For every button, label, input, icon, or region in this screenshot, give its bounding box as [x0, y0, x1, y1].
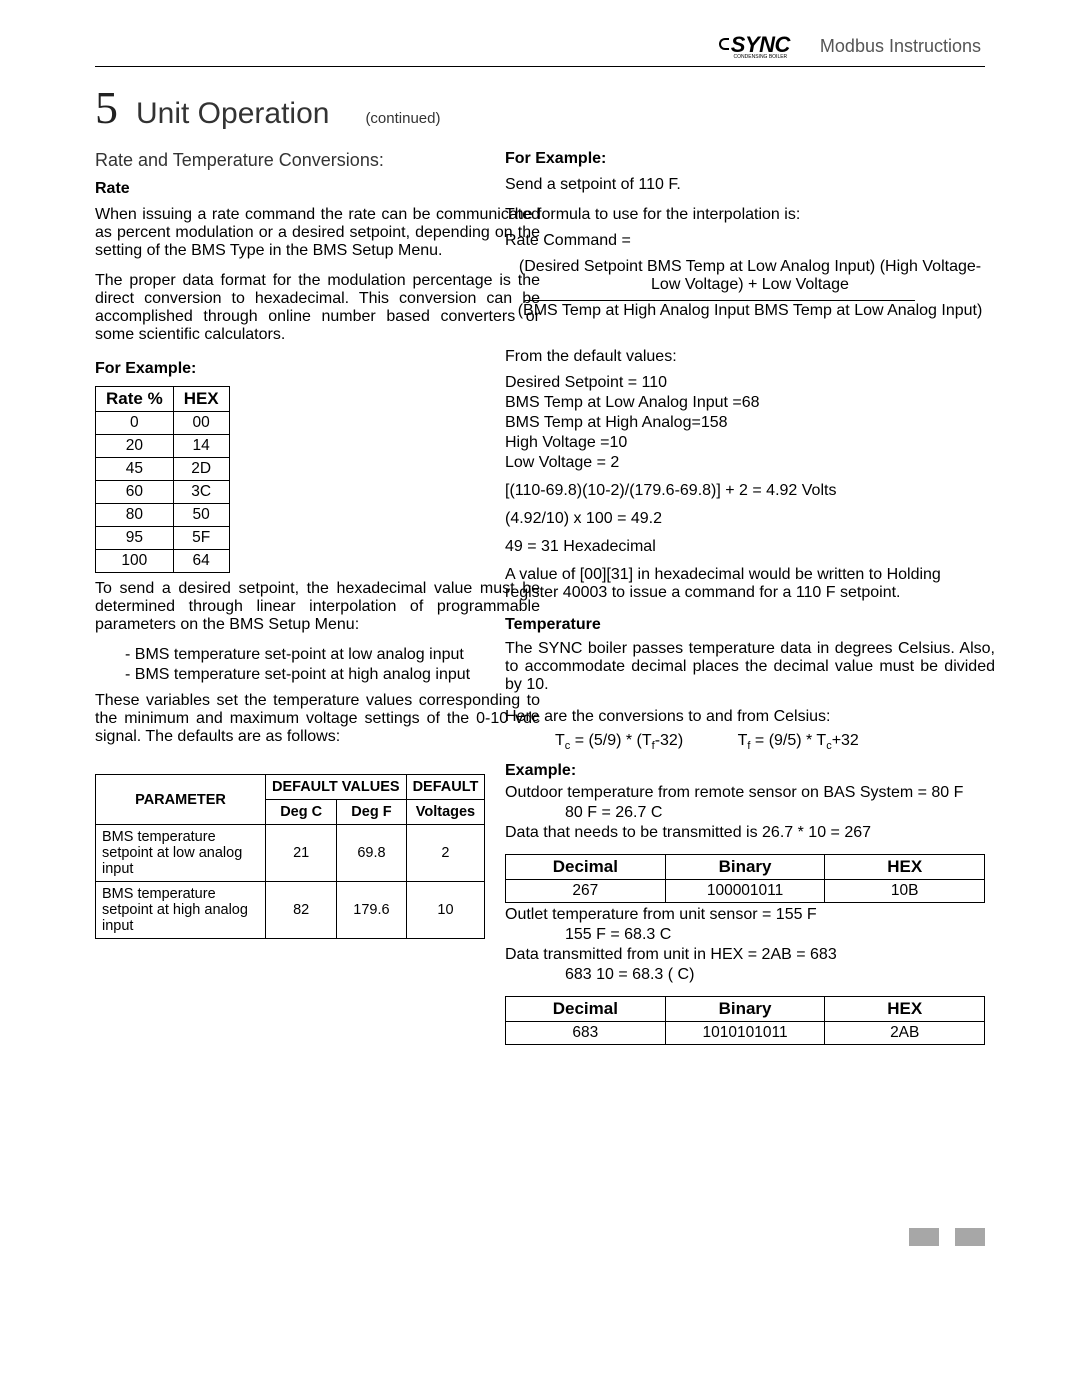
table-header: PARAMETER: [96, 775, 266, 825]
list-item-1: - BMS temperature set-point at low analo…: [125, 646, 565, 664]
rate-para-1: When issuing a rate command the rate can…: [95, 206, 540, 260]
table-header: Decimal: [506, 855, 666, 880]
table-header: Binary: [665, 997, 825, 1022]
temp-para-2: Here are the conversions to and from Cel…: [505, 708, 995, 726]
table-cell: 179.6: [337, 882, 406, 939]
table-header: Binary: [665, 855, 825, 880]
header: SYNC CONDENSING BOILER Modbus Instructio…: [95, 30, 985, 67]
equation-2: Tf = (9/5) * Tc+32: [738, 732, 859, 749]
logo-subtext: CONDENSING BOILER: [731, 54, 790, 60]
table-cell: 20: [96, 435, 174, 458]
example-heading-2: For Example:: [505, 150, 606, 168]
example-line: Data that needs to be transmitted is 26.…: [505, 824, 995, 842]
rate-command-label: Rate Command =: [505, 232, 631, 250]
table-header: Rate %: [96, 387, 174, 412]
example-line: 80 F = 26.7 C: [565, 804, 662, 822]
list-item-2: - BMS temperature set-point at high anal…: [125, 666, 565, 684]
decimal-binary-hex-table-1: Decimal Binary HEX 267 100001011 10B: [505, 854, 985, 903]
table-cell: 60: [96, 481, 174, 504]
footer: [909, 1228, 985, 1246]
table-cell: 5F: [173, 527, 229, 550]
table-cell: 82: [266, 882, 337, 939]
table-cell: 1010101011: [665, 1022, 825, 1045]
section-number: 5: [95, 81, 118, 134]
table-cell: 80: [96, 504, 174, 527]
table-cell: 2: [406, 825, 485, 882]
table-header: DEFAULT VALUES: [266, 775, 407, 800]
default-line: Desired Setpoint = 110: [505, 374, 667, 392]
section-title: 5 Unit Operation (continued): [95, 81, 985, 134]
table-cell: 50: [173, 504, 229, 527]
temp-para-1: The SYNC boiler passes temperature data …: [505, 640, 995, 694]
example-line: 155 F = 68.3 C: [565, 926, 671, 944]
rate-heading: Rate: [95, 180, 130, 198]
calc-line-3: 49 = 31 Hexadecimal: [505, 538, 656, 556]
table-cell: 10: [406, 882, 485, 939]
table-cell: 0: [96, 412, 174, 435]
send-setpoint: Send a setpoint of 110 F.: [505, 176, 925, 194]
formula-divider: [525, 300, 915, 301]
table-cell: 69.8: [337, 825, 406, 882]
example-line: Outdoor temperature from remote sensor o…: [505, 784, 995, 802]
footer-box-icon: [955, 1228, 985, 1246]
table-cell: 100: [96, 550, 174, 573]
table-cell: 3C: [173, 481, 229, 504]
table-cell: 95: [96, 527, 174, 550]
table-header: HEX: [825, 855, 985, 880]
table-header: HEX: [825, 997, 985, 1022]
formula-intro: The formula to use for the interpolation…: [505, 206, 925, 224]
table-cell: 2D: [173, 458, 229, 481]
default-line: BMS Temp at High Analog=158: [505, 414, 728, 432]
rate-hex-table: Rate %HEX 000 2014 452D 603C 8050 955F 1…: [95, 386, 230, 573]
table-cell: 100001011: [665, 880, 825, 903]
formula-denominator: (BMS Temp at High Analog Input BMS Temp …: [505, 302, 995, 320]
table-header: Voltages: [406, 800, 485, 825]
footer-box-icon: [909, 1228, 939, 1246]
setpoint-para-1: To send a desired setpoint, the hexadeci…: [95, 580, 540, 634]
result-para: A value of [00][31] in hexadecimal would…: [505, 566, 995, 602]
table-cell: 683: [506, 1022, 666, 1045]
table-cell: 2AB: [825, 1022, 985, 1045]
defaults-label: From the default values:: [505, 348, 677, 366]
example-line: Outlet temperature from unit sensor = 15…: [505, 906, 995, 924]
table-cell: BMS temperature setpoint at high analog …: [96, 882, 266, 939]
table-cell: 267: [506, 880, 666, 903]
table-cell: BMS temperature setpoint at low analog i…: [96, 825, 266, 882]
sync-logo: SYNC CONDENSING BOILER: [717, 30, 800, 62]
table-cell: 10B: [825, 880, 985, 903]
table-header: HEX: [173, 387, 229, 412]
table-cell: 00: [173, 412, 229, 435]
table-cell: 14: [173, 435, 229, 458]
default-line: BMS Temp at Low Analog Input =68: [505, 394, 760, 412]
header-instructions: Modbus Instructions: [820, 36, 981, 57]
example-line: 683 10 = 68.3 ( C): [565, 966, 694, 984]
example-line: Data transmitted from unit in HEX = 2AB …: [505, 946, 995, 964]
table-header: Decimal: [506, 997, 666, 1022]
calc-line-2: (4.92/10) x 100 = 49.2: [505, 510, 662, 528]
default-line: Low Voltage = 2: [505, 454, 619, 472]
table-header: DEFAULT: [406, 775, 485, 800]
temperature-heading: Temperature: [505, 616, 601, 634]
calc-line-1: [(110-69.8)(10-2)/(179.6-69.8)] + 2 = 4.…: [505, 482, 836, 500]
example-heading-1: For Example:: [95, 360, 196, 378]
section-continued: (continued): [365, 110, 440, 127]
equation-1: Tc = (5/9) * (Tf-32): [555, 732, 683, 749]
content: Rate and Temperature Conversions: Rate W…: [95, 150, 985, 1230]
section-name: Unit Operation: [136, 97, 329, 131]
table-cell: 45: [96, 458, 174, 481]
formula-numerator: (Desired Setpoint BMS Temp at Low Analog…: [505, 258, 995, 294]
rate-para-2: The proper data format for the modulatio…: [95, 272, 540, 344]
setpoint-para-2: These variables set the temperature valu…: [95, 692, 540, 746]
table-header: Deg C: [266, 800, 337, 825]
table-cell: 64: [173, 550, 229, 573]
decimal-binary-hex-table-2: Decimal Binary HEX 683 1010101011 2AB: [505, 996, 985, 1045]
example-heading-3: Example:: [505, 762, 576, 780]
param-default-table: PARAMETER DEFAULT VALUES DEFAULT Deg C D…: [95, 774, 485, 939]
rate-conv-heading: Rate and Temperature Conversions:: [95, 150, 555, 171]
table-header: Deg F: [337, 800, 406, 825]
default-line: High Voltage =10: [505, 434, 627, 452]
table-cell: 21: [266, 825, 337, 882]
